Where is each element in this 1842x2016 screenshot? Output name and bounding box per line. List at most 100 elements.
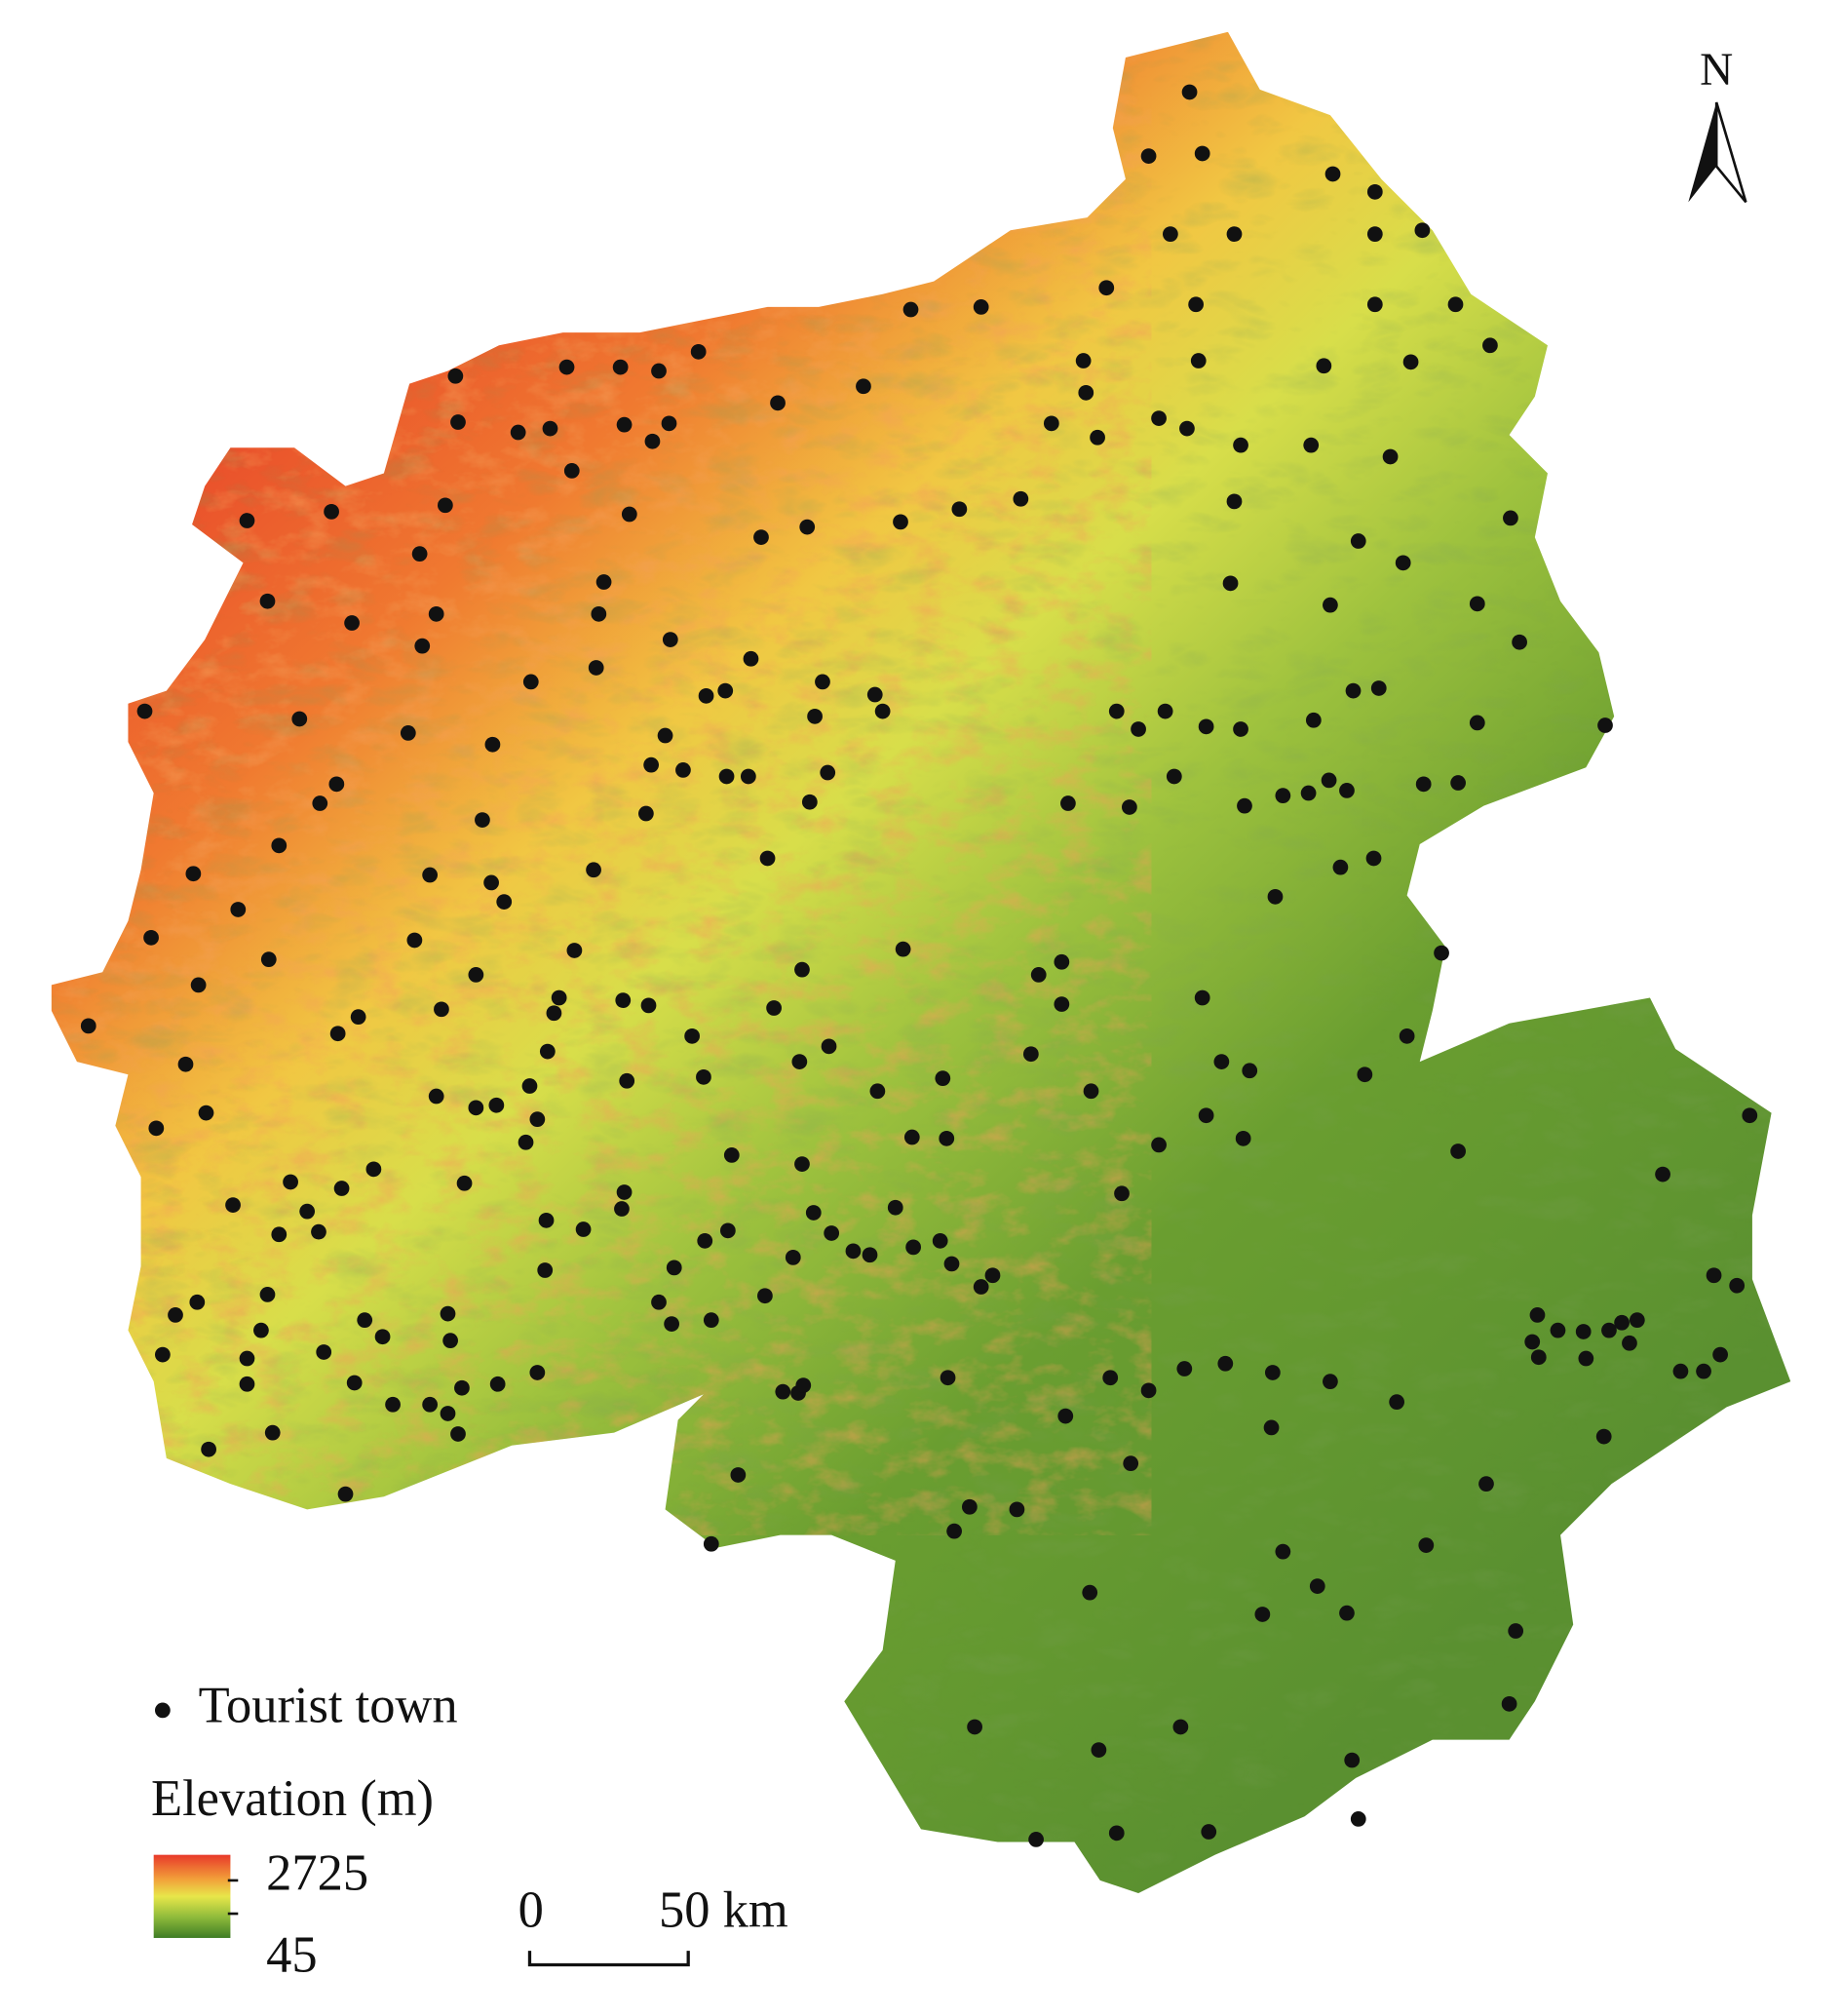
tourist-town bbox=[874, 703, 891, 719]
tourist-town bbox=[1190, 353, 1207, 368]
tourist-town bbox=[1078, 384, 1094, 401]
tourist-town bbox=[1188, 296, 1204, 313]
tourist-town bbox=[1339, 1605, 1355, 1621]
tourist-town bbox=[586, 862, 601, 878]
tourist-town bbox=[260, 951, 277, 968]
tourist-town bbox=[935, 1070, 951, 1087]
tourist-town bbox=[820, 764, 836, 781]
tourist-town bbox=[546, 1005, 562, 1022]
tourist-town bbox=[385, 1396, 401, 1413]
tourist-town bbox=[943, 1256, 960, 1272]
tourist-town bbox=[299, 1203, 316, 1220]
tourist-town bbox=[1332, 859, 1349, 875]
tourist-town bbox=[575, 1221, 592, 1237]
tourist-town bbox=[1233, 721, 1248, 737]
tourist-town bbox=[185, 866, 202, 882]
tourist-town bbox=[271, 1226, 288, 1243]
tourist-town bbox=[442, 1333, 458, 1349]
tourist-town bbox=[1366, 226, 1383, 243]
tourist-town bbox=[614, 1201, 630, 1217]
tourist-town bbox=[333, 1181, 350, 1196]
tourist-town bbox=[1655, 1166, 1670, 1182]
tourist-town bbox=[1131, 721, 1146, 737]
tourist-town bbox=[1166, 768, 1182, 785]
tourist-town bbox=[1194, 145, 1210, 162]
tourist-town bbox=[1267, 888, 1284, 905]
tourist-town bbox=[1601, 1322, 1617, 1338]
tourist-town bbox=[794, 961, 810, 978]
tourist-town bbox=[703, 1535, 719, 1552]
tourist-town bbox=[1179, 420, 1195, 437]
tourist-town bbox=[805, 1205, 822, 1221]
tourist-town bbox=[940, 1370, 956, 1386]
tourist-town bbox=[316, 1344, 332, 1360]
tourist-town bbox=[239, 1376, 255, 1392]
tourist-town bbox=[539, 1043, 556, 1060]
tourist-town bbox=[422, 1396, 438, 1413]
tourist-town bbox=[1201, 1824, 1217, 1840]
tourist-town bbox=[1123, 1455, 1139, 1472]
tourist-town bbox=[666, 1260, 682, 1276]
tourist-town bbox=[1706, 1267, 1722, 1284]
tourist-town bbox=[428, 1088, 444, 1105]
tourist-town bbox=[1237, 797, 1252, 814]
tourist-town bbox=[1402, 354, 1419, 370]
tourist-town bbox=[350, 1009, 366, 1026]
scale-bar: 0 50 km bbox=[518, 1881, 788, 1967]
tourist-town bbox=[329, 1026, 346, 1042]
tourist-town bbox=[866, 686, 883, 703]
tourist-town bbox=[1447, 296, 1464, 313]
north-arrow: N bbox=[1688, 45, 1747, 204]
tourist-town bbox=[529, 1111, 546, 1128]
tourist-town bbox=[643, 756, 660, 773]
tourist-town bbox=[365, 1161, 382, 1178]
tourist-town bbox=[1323, 597, 1338, 613]
tourist-town bbox=[1418, 1537, 1435, 1553]
tourist-town bbox=[566, 943, 583, 958]
tourist-town bbox=[522, 674, 539, 690]
tourist-town bbox=[791, 1054, 808, 1069]
tourist-town bbox=[510, 424, 526, 441]
tourist-town bbox=[440, 1406, 456, 1421]
tourist-town bbox=[690, 343, 707, 360]
tourist-town bbox=[189, 1294, 206, 1310]
tourist-town bbox=[801, 794, 818, 810]
tourist-town bbox=[799, 519, 816, 535]
tourist-town bbox=[1712, 1346, 1728, 1363]
tourist-town bbox=[1742, 1107, 1758, 1124]
tourist-town bbox=[794, 1156, 810, 1172]
tourist-town bbox=[869, 1083, 886, 1100]
tourist-town bbox=[1198, 1107, 1214, 1124]
tourist-town bbox=[337, 1486, 354, 1502]
tourist-town bbox=[1157, 703, 1173, 719]
tourist-town bbox=[1075, 353, 1092, 368]
tourist-town bbox=[1303, 437, 1320, 453]
tourist-town bbox=[239, 1350, 255, 1367]
tourist-town bbox=[488, 1097, 505, 1113]
tourist-town bbox=[887, 1199, 903, 1216]
scale-start-label: 0 bbox=[518, 1881, 544, 1938]
tourist-town bbox=[1508, 1623, 1524, 1639]
tourist-town bbox=[1217, 1355, 1234, 1372]
tourist-town bbox=[411, 546, 428, 562]
tourist-town bbox=[1350, 533, 1366, 549]
tourist-town bbox=[967, 1719, 982, 1735]
tourist-town bbox=[684, 1027, 700, 1044]
tourist-town bbox=[468, 967, 484, 983]
tourist-town bbox=[657, 727, 673, 744]
tourist-town bbox=[902, 301, 919, 318]
tourist-town bbox=[621, 506, 637, 523]
tourist-town bbox=[437, 497, 453, 514]
tourist-town bbox=[1140, 1382, 1157, 1399]
tourist-town bbox=[563, 463, 580, 479]
tourist-town bbox=[357, 1312, 373, 1329]
tourist-town bbox=[1389, 1394, 1405, 1411]
tourist-town bbox=[1366, 296, 1383, 313]
tourist-town bbox=[239, 513, 255, 528]
tourist-town bbox=[558, 359, 575, 375]
tourist-town bbox=[743, 650, 759, 667]
tourist-town bbox=[661, 415, 677, 432]
tourist-town bbox=[264, 1424, 281, 1441]
tourist-town bbox=[346, 1375, 363, 1391]
